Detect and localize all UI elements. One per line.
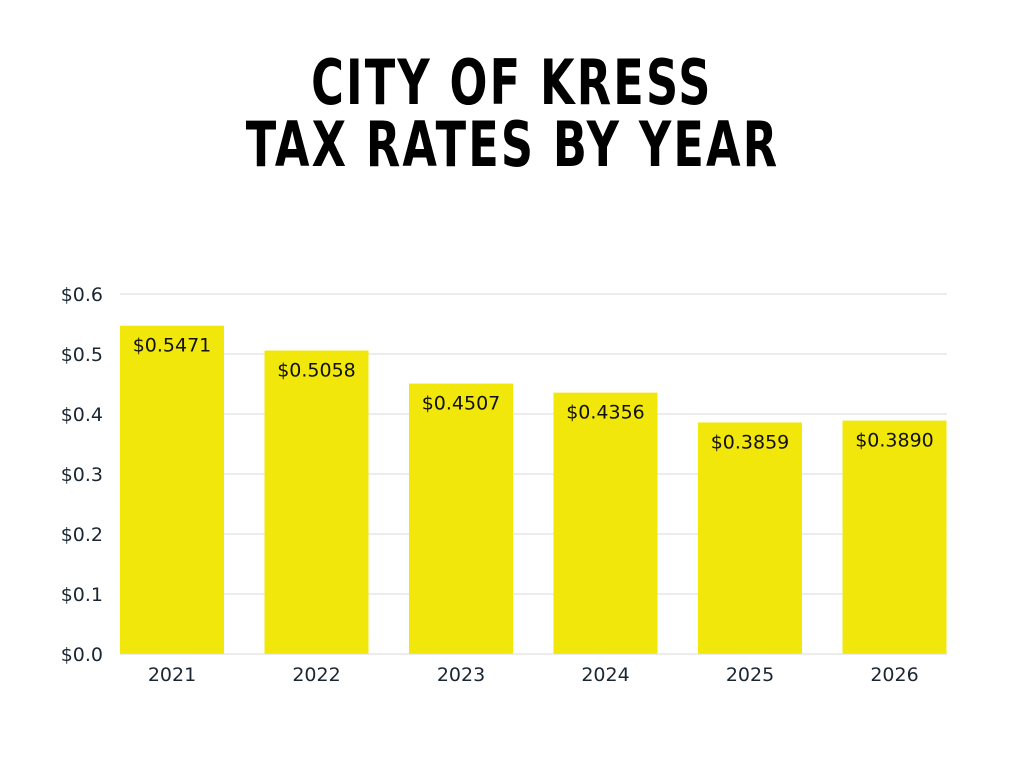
bar-2026 (842, 420, 947, 654)
y-tick-label: $0.1 (61, 584, 103, 606)
data-label: $0.4356 (566, 402, 645, 424)
x-tick-label: 2021 (148, 664, 196, 686)
bar-2021 (120, 325, 224, 654)
y-tick-label: $0.4 (61, 404, 103, 426)
y-tick-label: $0.3 (61, 464, 103, 486)
bar-2024 (553, 392, 658, 654)
x-tick-label: 2026 (870, 664, 918, 686)
x-tick-label: 2022 (292, 664, 340, 686)
chart-title-line-1: CITY OF KRESS (311, 46, 713, 119)
data-label: $0.5058 (277, 360, 356, 382)
x-tick-label: 2025 (726, 664, 774, 686)
data-label: $0.3890 (855, 430, 934, 452)
x-tick-label: 2024 (581, 664, 629, 686)
chart-title-line-2: TAX RATES BY YEAR (245, 108, 779, 181)
x-tick-label: 2023 (437, 664, 485, 686)
y-tick-label: $0.6 (61, 284, 103, 306)
data-label: $0.5471 (133, 335, 212, 357)
y-tick-label: $0.0 (61, 644, 103, 666)
bar-2023 (409, 383, 513, 654)
data-label: $0.3859 (711, 431, 790, 453)
bar-2025 (698, 422, 802, 654)
data-label: $0.4507 (422, 393, 501, 415)
bar-2022 (264, 350, 369, 654)
y-tick-label: $0.2 (61, 524, 103, 546)
y-tick-label: $0.5 (61, 344, 103, 366)
